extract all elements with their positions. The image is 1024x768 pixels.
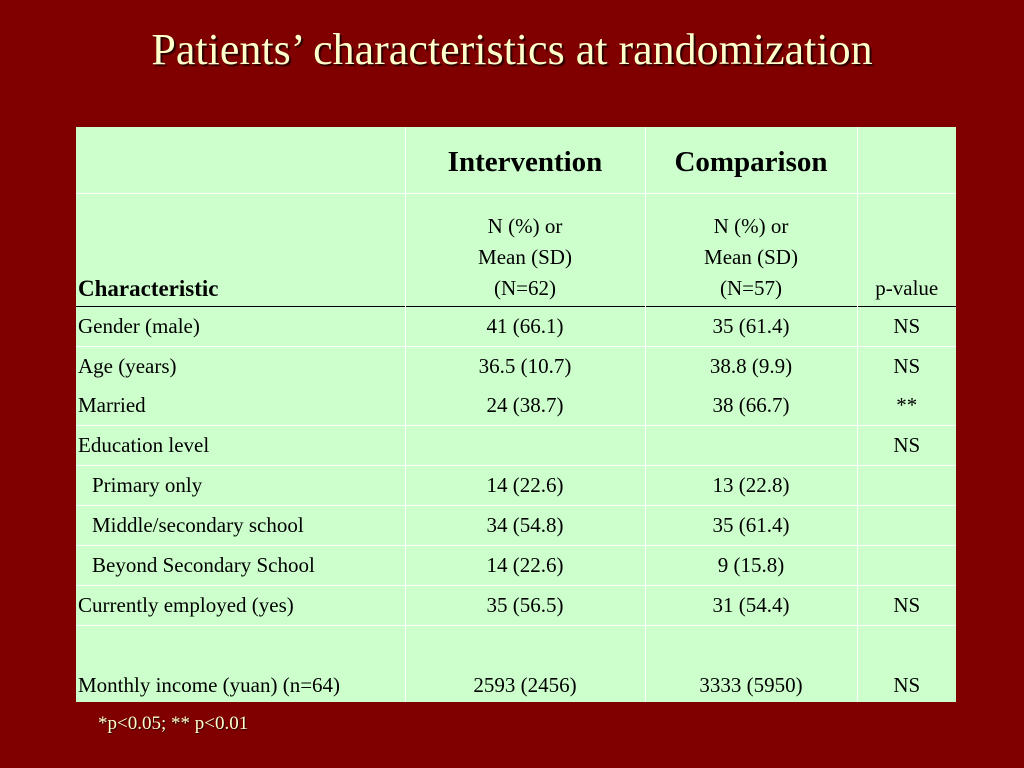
comparison-value: 13 (22.8): [644, 465, 857, 506]
intervention-sub-line: Mean (SD): [478, 245, 572, 269]
comparison-sub-line: (N=57): [720, 276, 782, 300]
comparison-value: 35 (61.4): [644, 505, 857, 546]
comparison-value: 9 (15.8): [644, 545, 857, 586]
table-row: Primary only 14 (22.6) 13 (22.8): [76, 465, 956, 506]
pvalue-value: NS: [856, 306, 956, 347]
header-blank-cell: [856, 127, 956, 194]
intervention-header: Intervention: [404, 127, 645, 194]
pvalue-value: [856, 505, 956, 546]
pvalue-value: NS: [856, 425, 956, 466]
row-label: Gender (male): [78, 314, 200, 338]
pvalue-value: NS: [856, 625, 956, 702]
intervention-value: 14 (22.6): [404, 465, 645, 506]
group-header-row: Intervention Comparison: [76, 127, 956, 194]
pvalue-value: NS: [856, 346, 956, 386]
comparison-value: 38 (66.7): [644, 386, 857, 426]
characteristics-table: Intervention Comparison Characteristic N…: [76, 127, 956, 702]
table-row: Married 24 (38.7) 38 (66.7) **: [76, 386, 956, 426]
table-row: Education level NS: [76, 425, 956, 466]
row-label: Married: [78, 393, 146, 417]
table-row: Gender (male) 41 (66.1) 35 (61.4) NS: [76, 306, 956, 347]
characteristic-header: Characteristic: [78, 276, 219, 301]
slide-title: Patients’ characteristics at randomizati…: [151, 25, 873, 74]
intervention-value: [404, 425, 645, 466]
row-label: Currently employed (yes): [78, 593, 294, 617]
pvalue-value: [856, 545, 956, 586]
comparison-value: 35 (61.4): [644, 306, 857, 347]
row-label: Monthly income (yuan) (n=64): [78, 673, 341, 697]
row-label: Beyond Secondary School: [92, 553, 315, 577]
comparison-header: Comparison: [644, 127, 857, 194]
table-row: Currently employed (yes) 35 (56.5) 31 (5…: [76, 585, 956, 626]
significance-footnote: *p<0.05; ** p<0.01: [98, 713, 249, 734]
pvalue-header: p-value: [856, 193, 956, 307]
pvalue-value: **: [856, 386, 956, 426]
row-label: Education level: [78, 433, 210, 457]
intervention-sub-line: (N=62): [494, 276, 556, 300]
table-row: Age (years) 36.5 (10.7) 38.8 (9.9) NS: [76, 346, 956, 386]
comparison-value: 3333 (5950): [644, 625, 857, 702]
intervention-value: 36.5 (10.7): [404, 346, 645, 386]
pvalue-value: NS: [856, 585, 956, 626]
comparison-subheader: N (%) or Mean (SD) (N=57): [644, 193, 857, 307]
comparison-value: [644, 425, 857, 466]
table-row: Middle/secondary school 34 (54.8) 35 (61…: [76, 505, 956, 546]
row-label: Middle/secondary school: [92, 513, 304, 537]
subheader-row: Characteristic N (%) or Mean (SD) (N=62)…: [76, 193, 956, 307]
intervention-value: 2593 (2456): [404, 625, 645, 702]
comparison-value: 31 (54.4): [644, 585, 857, 626]
comparison-sub-line: N (%) or: [713, 214, 789, 238]
pvalue-value: [856, 465, 956, 506]
intervention-value: 34 (54.8): [404, 505, 645, 546]
header-blank-cell: [76, 127, 405, 194]
intervention-value: 24 (38.7): [404, 386, 645, 426]
row-label: Primary only: [92, 473, 203, 497]
intervention-value: 14 (22.6): [404, 545, 645, 586]
table-row: Beyond Secondary School 14 (22.6) 9 (15.…: [76, 545, 956, 586]
row-label: Age (years): [78, 354, 177, 378]
intervention-value: 35 (56.5): [404, 585, 645, 626]
intervention-subheader: N (%) or Mean (SD) (N=62): [404, 193, 645, 307]
comparison-value: 38.8 (9.9): [644, 346, 857, 386]
comparison-sub-line: Mean (SD): [704, 245, 798, 269]
intervention-sub-line: N (%) or: [487, 214, 563, 238]
intervention-value: 41 (66.1): [404, 306, 645, 347]
table-row: Monthly income (yuan) (n=64) 2593 (2456)…: [76, 625, 956, 702]
